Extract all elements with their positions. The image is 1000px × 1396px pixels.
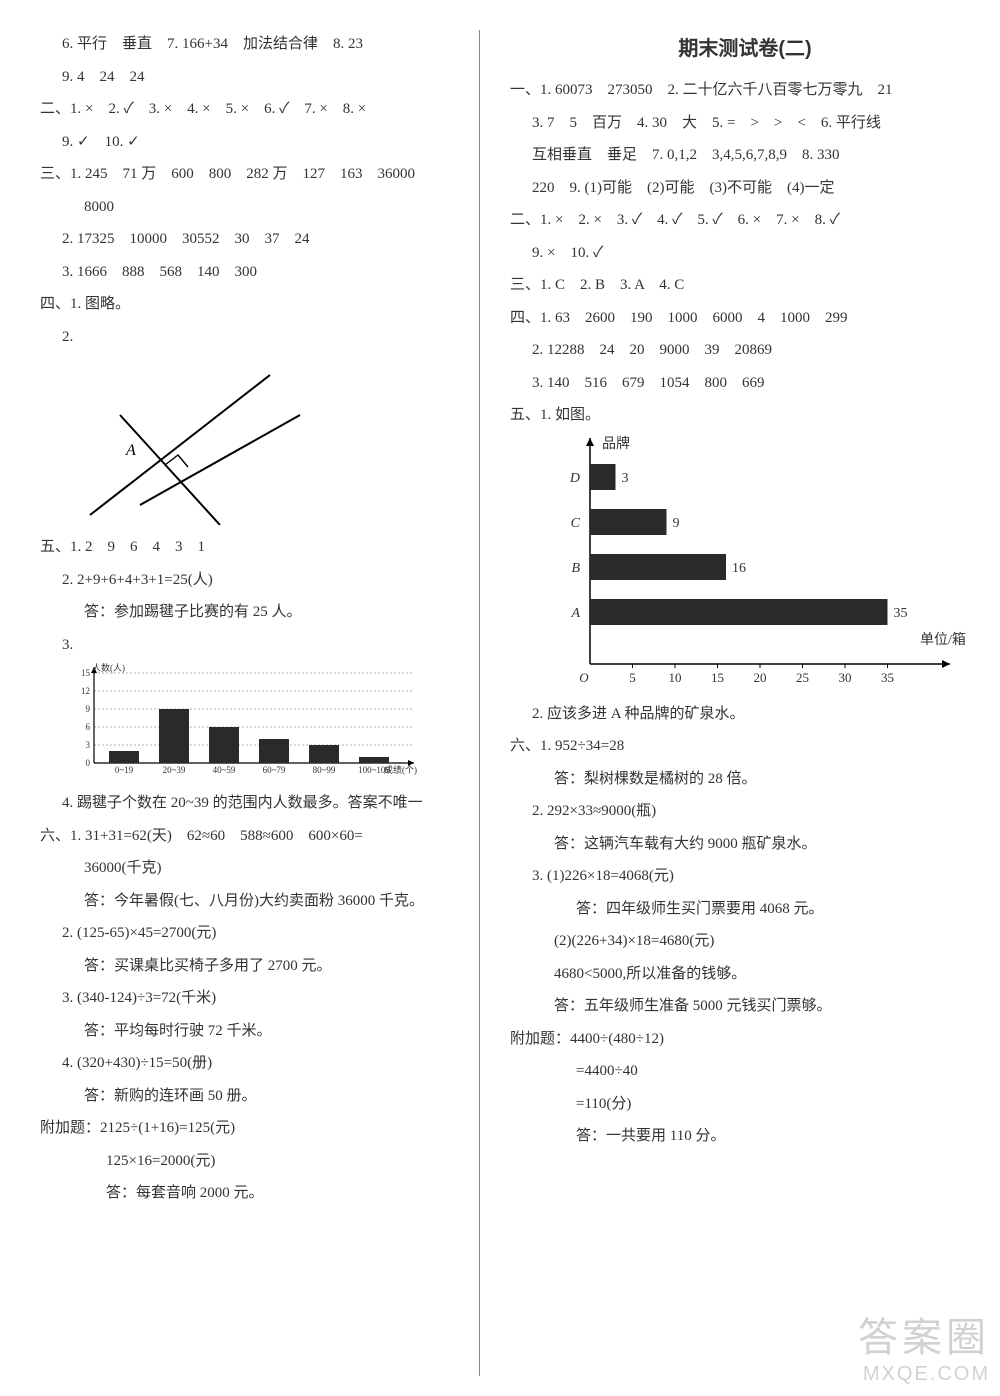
svg-text:B: B bbox=[571, 561, 580, 576]
svg-text:人数(人): 人数(人) bbox=[92, 663, 125, 673]
section-two: 二、1. × 2. ✓ 3. × 4. × 5. × 6. ✓ 7. × 8. … bbox=[40, 95, 459, 124]
answer-line: 答：买课桌比买椅子多用了 2700 元。 bbox=[40, 952, 459, 981]
section-five: 五、1. 2 9 6 4 3 1 bbox=[40, 533, 459, 562]
svg-text:品牌: 品牌 bbox=[602, 435, 630, 452]
section-three: 三、1. C 2. B 3. A 4. C bbox=[510, 271, 980, 300]
section-six: 六、1. 952÷34=28 bbox=[510, 732, 980, 761]
section-one: 一、1. 60073 273050 2. 二十亿六千八百零七万零九 21 bbox=[510, 76, 980, 105]
svg-text:0~19: 0~19 bbox=[115, 765, 134, 775]
answer-line: 答：平均每时行驶 72 千米。 bbox=[40, 1017, 459, 1046]
section-six: 六、1. 31+31=62(天) 62≈60 588≈600 600×60= bbox=[40, 822, 459, 851]
svg-text:O: O bbox=[579, 670, 589, 685]
svg-text:35: 35 bbox=[881, 670, 894, 685]
left-column: 6. 平行 垂直 7. 166+34 加法结合律 8. 23 9. 4 24 2… bbox=[40, 30, 480, 1376]
text-line: 2. 应该多进 A 种品牌的矿泉水。 bbox=[510, 700, 980, 729]
answer-line: 答：四年级师生买门票要用 4068 元。 bbox=[510, 895, 980, 924]
text-line: 4. (320+430)÷15=50(册) bbox=[40, 1049, 459, 1078]
svg-text:6: 6 bbox=[86, 722, 91, 732]
text-line: 9. × 10. ✓ bbox=[510, 239, 980, 268]
text-line: 3. bbox=[40, 631, 459, 660]
bar-chart-horizontal: 品牌 D 3 C 9 B 16 A 35 5 10 15 20 25 30 35 O 单位/箱 bbox=[550, 434, 970, 694]
exam-title: 期末测试卷(二) bbox=[510, 30, 980, 68]
text-line: 36000(千克) bbox=[40, 854, 459, 883]
extra-problem: 附加题：2125÷(1+16)=125(元) bbox=[40, 1114, 459, 1143]
text-line: 4680<5000,所以准备的钱够。 bbox=[510, 960, 980, 989]
text-line: =110(分) bbox=[510, 1090, 980, 1119]
section-three: 三、1. 245 71 万 600 800 282 万 127 163 3600… bbox=[40, 160, 459, 189]
text-line: 3. 140 516 679 1054 800 669 bbox=[510, 369, 980, 398]
svg-text:25: 25 bbox=[796, 670, 809, 685]
text-line: 2. 12288 24 20 9000 39 20869 bbox=[510, 336, 980, 365]
text-line: 6. 平行 垂直 7. 166+34 加法结合律 8. 23 bbox=[40, 30, 459, 59]
answer-line: 答：新购的连环画 50 册。 bbox=[40, 1082, 459, 1111]
bar-chart-vertical: 036912150~1920~3940~5960~7980~99100~109人… bbox=[64, 663, 424, 783]
svg-text:成绩(个): 成绩(个) bbox=[384, 764, 417, 775]
text-line: 2. bbox=[40, 323, 459, 352]
svg-text:20: 20 bbox=[754, 670, 767, 685]
svg-text:9: 9 bbox=[86, 704, 91, 714]
text-line: 2. 2+9+6+4+3+1=25(人) bbox=[40, 566, 459, 595]
section-four: 四、1. 图略。 bbox=[40, 290, 459, 319]
answer-line: 答：一共要用 110 分。 bbox=[510, 1122, 980, 1151]
text-line: 3. (340-124)÷3=72(千米) bbox=[40, 984, 459, 1013]
text-line: =4400÷40 bbox=[510, 1057, 980, 1086]
page-columns: 6. 平行 垂直 7. 166+34 加法结合律 8. 23 9. 4 24 2… bbox=[0, 0, 1000, 1396]
svg-text:30: 30 bbox=[839, 670, 852, 685]
text-line: 3. 7 5 百万 4. 30 大 5. = > > < 6. 平行线 bbox=[510, 109, 980, 138]
svg-text:9: 9 bbox=[673, 516, 680, 531]
right-column: 期末测试卷(二) 一、1. 60073 273050 2. 二十亿六千八百零七万… bbox=[480, 30, 980, 1376]
answer-line: 答：这辆汽车载有大约 9000 瓶矿泉水。 bbox=[510, 830, 980, 859]
watermark: 答案圈 MXQE.COM bbox=[858, 1314, 990, 1386]
answer-line: 答：参加踢毽子比赛的有 25 人。 bbox=[40, 598, 459, 627]
text-line: 8000 bbox=[40, 193, 459, 222]
text-line: 4. 踢毽子个数在 20~39 的范围内人数最多。答案不唯一 bbox=[40, 789, 459, 818]
svg-text:5: 5 bbox=[629, 670, 636, 685]
svg-text:12: 12 bbox=[81, 686, 90, 696]
svg-text:0: 0 bbox=[86, 758, 91, 768]
answer-line: 答：五年级师生准备 5000 元钱买门票够。 bbox=[510, 992, 980, 1021]
svg-text:20~39: 20~39 bbox=[163, 765, 186, 775]
svg-text:40~59: 40~59 bbox=[213, 765, 236, 775]
section-four: 四、1. 63 2600 190 1000 6000 4 1000 299 bbox=[510, 304, 980, 333]
section-five: 五、1. 如图。 bbox=[510, 401, 980, 430]
text-line: 2. 292×33≈9000(瓶) bbox=[510, 797, 980, 826]
geometry-figure: A bbox=[70, 355, 310, 525]
svg-text:35: 35 bbox=[894, 606, 908, 621]
answer-line: 答：每套音响 2000 元。 bbox=[40, 1179, 459, 1208]
svg-text:A: A bbox=[125, 442, 136, 459]
text-line: 220 9. (1)可能 (2)可能 (3)不可能 (4)一定 bbox=[510, 174, 980, 203]
svg-text:3: 3 bbox=[622, 471, 629, 486]
section-two: 二、1. × 2. × 3. ✓ 4. ✓ 5. ✓ 6. × 7. × 8. … bbox=[510, 206, 980, 235]
answer-line: 答：今年暑假(七、八月份)大约卖面粉 36000 千克。 bbox=[40, 887, 459, 916]
svg-text:单位/箱: 单位/箱 bbox=[920, 632, 966, 648]
text-line: (2)(226+34)×18=4680(元) bbox=[510, 927, 980, 956]
text-line: 125×16=2000(元) bbox=[40, 1147, 459, 1176]
svg-text:A: A bbox=[570, 606, 580, 621]
text-line: 2. (125-65)×45=2700(元) bbox=[40, 919, 459, 948]
svg-text:16: 16 bbox=[732, 561, 746, 576]
text-line: 9. 4 24 24 bbox=[40, 63, 459, 92]
svg-text:3: 3 bbox=[86, 740, 91, 750]
svg-text:60~79: 60~79 bbox=[263, 765, 286, 775]
extra-problem: 附加题：4400÷(480÷12) bbox=[510, 1025, 980, 1054]
text-line: 9. ✓ 10. ✓ bbox=[40, 128, 459, 157]
text-line: 2. 17325 10000 30552 30 37 24 bbox=[40, 225, 459, 254]
svg-text:10: 10 bbox=[669, 670, 682, 685]
watermark-url: MXQE.COM bbox=[858, 1362, 990, 1386]
svg-text:C: C bbox=[571, 516, 581, 531]
svg-text:D: D bbox=[569, 471, 580, 486]
watermark-text: 答案圈 bbox=[858, 1314, 990, 1362]
answer-line: 答：梨树棵数是橘树的 28 倍。 bbox=[510, 765, 980, 794]
text-line: 3. (1)226×18=4068(元) bbox=[510, 862, 980, 891]
svg-text:15: 15 bbox=[711, 670, 724, 685]
text-line: 3. 1666 888 568 140 300 bbox=[40, 258, 459, 287]
text-line: 互相垂直 垂足 7. 0,1,2 3,4,5,6,7,8,9 8. 330 bbox=[510, 141, 980, 170]
svg-text:80~99: 80~99 bbox=[313, 765, 336, 775]
svg-text:15: 15 bbox=[81, 668, 91, 678]
